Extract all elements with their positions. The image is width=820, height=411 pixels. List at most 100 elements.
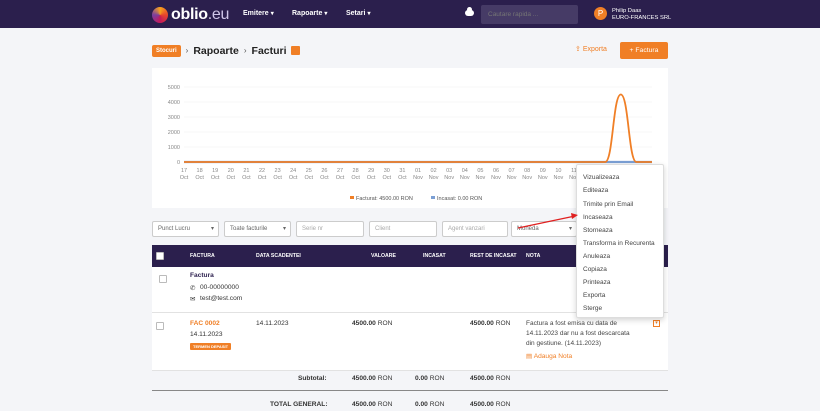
x-tick-label: 11 — [571, 168, 577, 174]
x-tick-label: 09 — [540, 168, 546, 174]
x-tick-label: Nov — [569, 175, 579, 181]
nav-emitere[interactable]: Emitere ▾ — [243, 10, 274, 17]
x-tick-label: 03 — [446, 168, 452, 174]
table-header: FACTURA DATA SCADENTEI VALOARE INCASAT R… — [152, 245, 668, 267]
legend-swatch — [350, 196, 354, 199]
x-tick-label: 07 — [509, 168, 515, 174]
filter-serie-nr[interactable]: Serie nr — [296, 221, 364, 237]
top-navbar: oblio.eu Emitere▾ Rapoarte▾ Setari▾ P Ph… — [0, 0, 820, 28]
x-tick-label: Nov — [538, 175, 548, 181]
y-tick-label: 4000 — [168, 100, 180, 106]
invoice-number-link[interactable]: FAC 0002 — [190, 320, 220, 327]
cloud-icon[interactable] — [465, 7, 474, 16]
legend-label: Facturat: 4500.00 RON — [356, 196, 413, 202]
menu-item-anuleaza[interactable]: Anuleaza — [583, 253, 611, 260]
x-tick-label: 24 — [290, 168, 296, 174]
row-actions-toggle[interactable]: ▾ — [653, 320, 660, 327]
stocuri-button[interactable]: Stocuri — [152, 44, 181, 57]
total-value-currency: RON — [377, 401, 393, 408]
add-note-link[interactable]: ▤ Adauga Nota — [526, 353, 573, 360]
x-tick-label: Nov — [413, 175, 423, 181]
menu-item-transforma-recurenta[interactable]: Transforma in Recurenta — [583, 240, 655, 247]
menu-item-printeaza[interactable]: Printeaza — [583, 279, 611, 286]
menu-item-copiaza[interactable]: Copiaza — [583, 266, 607, 273]
menu-item-trimite-email[interactable]: Trimite prin Email — [583, 201, 634, 208]
x-tick-label: 23 — [275, 168, 281, 174]
menu-item-storneaza[interactable]: Storneaza — [583, 227, 613, 234]
invoice-date: 14.11.2023 — [190, 331, 223, 338]
x-tick-label: 06 — [493, 168, 499, 174]
invoice-value: 4500.00 — [352, 320, 376, 327]
breadcrumb-separator: › — [243, 46, 247, 55]
x-tick-label: Oct — [398, 175, 407, 181]
header-valoare[interactable]: VALOARE — [371, 253, 396, 259]
x-tick-label: Oct — [320, 175, 329, 181]
y-tick-label: 5000 — [168, 85, 180, 91]
filter-tip-facturi[interactable]: Toate facturile ▾ — [224, 221, 291, 237]
invoice-rest: 4500.00 — [470, 320, 494, 327]
invoices-table: FACTURA DATA SCADENTEI VALOARE INCASAT R… — [152, 245, 668, 411]
header-rest-de-incasat[interactable]: REST DE INCASAT — [470, 253, 517, 259]
row-checkbox[interactable] — [159, 275, 167, 283]
y-tick-label: 0 — [177, 160, 180, 166]
menu-item-editeaza[interactable]: Editeaza — [583, 187, 609, 194]
menu-item-exporta[interactable]: Exporta — [583, 292, 606, 299]
y-tick-label: 2000 — [168, 130, 180, 136]
x-tick-label: 28 — [353, 168, 359, 174]
user-menu[interactable]: Philip Daas EURO-FRANCES SRL — [612, 8, 671, 21]
subtotal-incasat: 0.00 — [415, 375, 428, 382]
chevron-down-icon: ▾ — [270, 11, 274, 17]
menu-item-sterge[interactable]: Sterge — [583, 305, 603, 312]
x-tick-label: Oct — [367, 175, 376, 181]
row-checkbox[interactable] — [156, 322, 164, 330]
breadcrumb-separator: › — [185, 46, 189, 55]
user-company: EURO-FRANCES SRL — [612, 14, 672, 21]
header-factura[interactable]: FACTURA — [190, 253, 215, 259]
export-link[interactable]: ⇪ Exporta — [575, 46, 607, 53]
x-tick-label: 19 — [212, 168, 218, 174]
chart-icon[interactable] — [290, 46, 300, 55]
add-factura-button[interactable]: + Factura — [620, 42, 668, 59]
header-nota[interactable]: NOTA — [526, 253, 541, 259]
nav-setari[interactable]: Setari ▾ — [346, 10, 371, 17]
x-tick-label: Oct — [211, 175, 220, 181]
user-avatar[interactable]: P — [594, 7, 607, 20]
x-tick-label: Oct — [383, 175, 392, 181]
issuer-title: Factura — [190, 272, 214, 279]
menu-item-incaseaza[interactable]: Incaseaza — [583, 214, 613, 221]
menu-item-vizualizeaza[interactable]: Vizualizeaza — [583, 174, 620, 181]
filter-agent-vanzari[interactable]: Agent vanzari — [442, 221, 508, 237]
subtotal-label: Subtotal: — [298, 375, 327, 382]
y-tick-label: 3000 — [168, 115, 180, 121]
filter-moneda[interactable]: Moneda ▾ — [511, 221, 577, 237]
invoice-value-currency: RON — [377, 320, 393, 327]
subtotal-rest-currency: RON — [495, 375, 511, 382]
total-value: 4500.00 — [352, 401, 376, 408]
logo-mark-icon — [152, 7, 168, 23]
x-tick-label: Oct — [336, 175, 345, 181]
x-tick-label: Oct — [258, 175, 267, 181]
select-all-checkbox[interactable] — [156, 252, 164, 260]
oblio-logo[interactable]: oblio.eu — [152, 6, 229, 24]
x-tick-label: Nov — [554, 175, 564, 181]
x-tick-label: 18 — [197, 168, 203, 174]
x-tick-label: Oct — [351, 175, 360, 181]
total-divider — [152, 390, 668, 391]
x-tick-label: 22 — [259, 168, 265, 174]
x-tick-label: Oct — [227, 175, 236, 181]
x-tick-label: 05 — [477, 168, 483, 174]
subtotal-value-currency: RON — [377, 375, 393, 382]
header-incasat[interactable]: INCASAT — [423, 253, 446, 259]
x-tick-label: Oct — [305, 175, 314, 181]
x-tick-label: Nov — [491, 175, 501, 181]
total-label: TOTAL GENERAL: — [270, 401, 328, 408]
table-row[interactable]: FAC 0002 14.11.2023 TERMEN DEPASIT 14.11… — [152, 313, 668, 371]
filter-client[interactable]: Client — [369, 221, 437, 237]
total-rest: 4500.00 — [470, 401, 494, 408]
search-input[interactable] — [481, 5, 578, 24]
nav-rapoarte[interactable]: Rapoarte ▾ — [292, 10, 328, 17]
filter-punct-lucru[interactable]: Punct Lucru ▾ — [152, 221, 219, 237]
breadcrumb-rapoarte[interactable]: Rapoarte — [193, 44, 239, 57]
header-data-scadentei[interactable]: DATA SCADENTEI — [256, 253, 301, 259]
